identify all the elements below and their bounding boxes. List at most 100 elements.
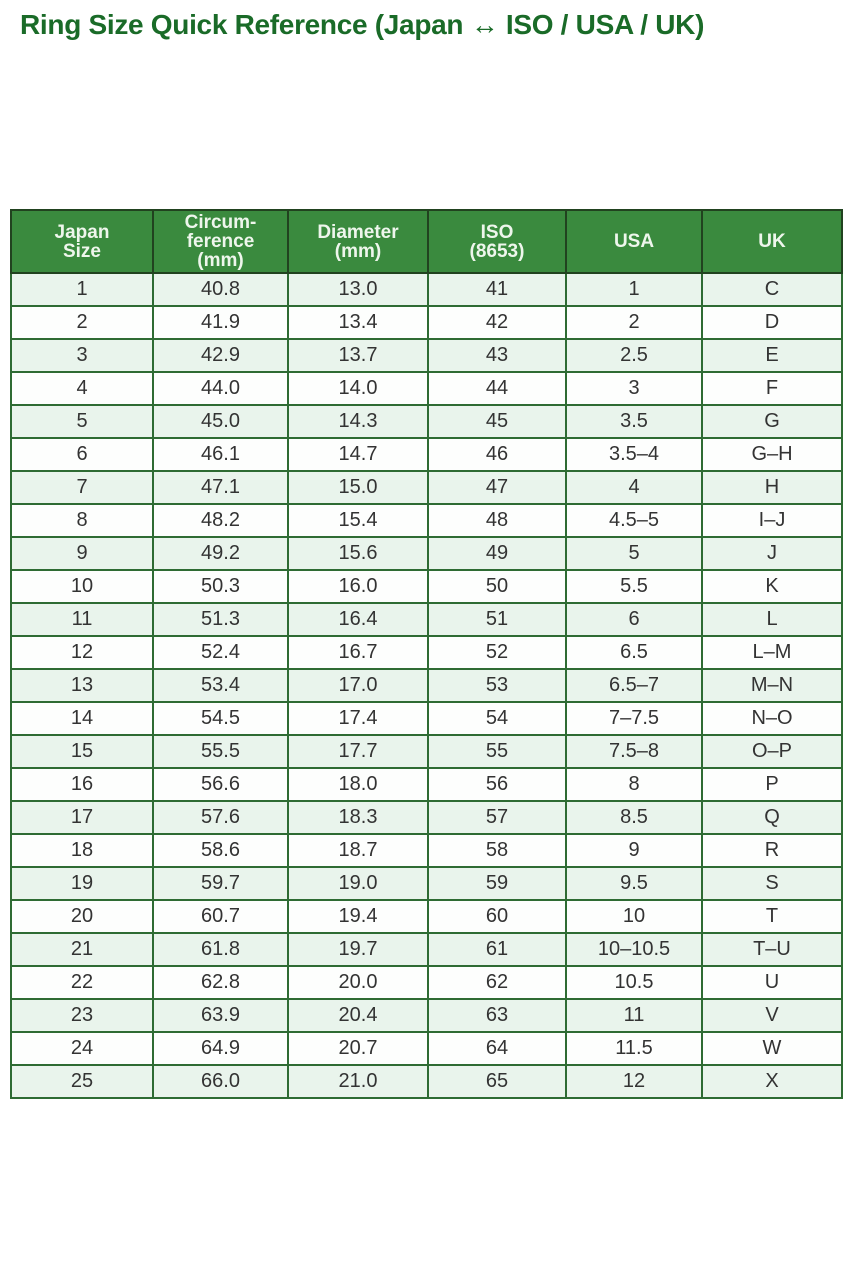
cell-uk: D [701,305,843,340]
cell-circumference: 58.6 [152,833,289,868]
cell-usa: 8.5 [565,800,703,835]
cell-circumference: 51.3 [152,602,289,637]
cell-japan: 9 [10,536,154,571]
cell-usa: 8 [565,767,703,802]
cell-japan: 13 [10,668,154,703]
column-header-line: Circum- [184,212,257,233]
cell-uk: F [701,371,843,406]
cell-circumference: 49.2 [152,536,289,571]
cell-japan: 15 [10,734,154,769]
ring-size-conversion-table: Japan Size Circum-ference (mm) Diameter (mm) I… [10,209,843,1099]
cell-iso: 65 [427,1064,567,1099]
cell-circumference: 48.2 [152,503,289,538]
cell-iso: 58 [427,833,567,868]
column-header-iso: ISO (8653) [427,209,567,274]
cell-circumference: 40.8 [152,272,289,307]
cell-iso: 55 [427,734,567,769]
cell-usa: 11.5 [565,1031,703,1066]
cell-usa: 3 [565,371,703,406]
table-row: 1 40.8 13.0 41 1 C [10,272,843,307]
cell-uk: G [701,404,843,439]
cell-uk: J [701,536,843,571]
table-row: 13 53.4 17.0 53 6.5–7 M–N [10,668,843,703]
cell-diameter: 21.0 [287,1064,429,1099]
cell-iso: 49 [427,536,567,571]
cell-usa: 7–7.5 [565,701,703,736]
cell-japan: 20 [10,899,154,934]
cell-diameter: 20.0 [287,965,429,1000]
column-header-circumference: Circum-ference (mm) [152,209,289,274]
cell-iso: 63 [427,998,567,1033]
cell-iso: 54 [427,701,567,736]
cell-japan: 18 [10,833,154,868]
table-row: 21 61.8 19.7 61 10–10.5 T–U [10,932,843,967]
cell-iso: 46 [427,437,567,472]
cell-iso: 60 [427,899,567,934]
cell-uk: E [701,338,843,373]
cell-japan: 3 [10,338,154,373]
cell-japan: 1 [10,272,154,307]
cell-usa: 10 [565,899,703,934]
cell-diameter: 15.0 [287,470,429,505]
cell-usa: 3.5–4 [565,437,703,472]
cell-uk: X [701,1064,843,1099]
cell-uk: P [701,767,843,802]
cell-iso: 42 [427,305,567,340]
table-row: 5 45.0 14.3 45 3.5 G [10,404,843,439]
cell-diameter: 19.7 [287,932,429,967]
table-row: 6 46.1 14.7 46 3.5–4 G–H [10,437,843,472]
cell-circumference: 61.8 [152,932,289,967]
cell-japan: 17 [10,800,154,835]
cell-uk: G–H [701,437,843,472]
cell-uk: T [701,899,843,934]
cell-diameter: 16.0 [287,569,429,604]
cell-diameter: 17.4 [287,701,429,736]
cell-usa: 12 [565,1064,703,1099]
table-row: 19 59.7 19.0 59 9.5 S [10,866,843,901]
cell-usa: 5 [565,536,703,571]
table-row: 3 42.9 13.7 43 2.5 E [10,338,843,373]
cell-uk: M–N [701,668,843,703]
table-row: 23 63.9 20.4 63 11 V [10,998,843,1033]
cell-usa: 10.5 [565,965,703,1000]
table-row: 10 50.3 16.0 50 5.5 K [10,569,843,604]
cell-diameter: 16.7 [287,635,429,670]
cell-diameter: 14.0 [287,371,429,406]
cell-diameter: 18.7 [287,833,429,868]
cell-usa: 6.5 [565,635,703,670]
cell-iso: 57 [427,800,567,835]
cell-diameter: 20.7 [287,1031,429,1066]
cell-iso: 47 [427,470,567,505]
cell-japan: 11 [10,602,154,637]
cell-circumference: 55.5 [152,734,289,769]
column-header-japan: Japan Size [10,209,154,274]
cell-japan: 10 [10,569,154,604]
cell-iso: 61 [427,932,567,967]
table-row: 9 49.2 15.6 49 5 J [10,536,843,571]
table-row: 12 52.4 16.7 52 6.5 L–M [10,635,843,670]
cell-japan: 24 [10,1031,154,1066]
cell-iso: 51 [427,602,567,637]
cell-diameter: 13.4 [287,305,429,340]
cell-circumference: 64.9 [152,1031,289,1066]
table-row: 24 64.9 20.7 64 11.5 W [10,1031,843,1066]
cell-usa: 9 [565,833,703,868]
cell-uk: N–O [701,701,843,736]
cell-uk: L [701,602,843,637]
cell-uk: C [701,272,843,307]
column-header-line: UK [758,231,786,252]
cell-circumference: 50.3 [152,569,289,604]
cell-diameter: 18.3 [287,800,429,835]
cell-japan: 22 [10,965,154,1000]
cell-diameter: 19.0 [287,866,429,901]
table-header: Japan Size Circum-ference (mm) Diameter (mm) I… [10,209,843,274]
cell-japan: 5 [10,404,154,439]
cell-diameter: 19.4 [287,899,429,934]
cell-uk: V [701,998,843,1033]
cell-uk: S [701,866,843,901]
cell-iso: 45 [427,404,567,439]
column-header-line: (mm) [334,240,382,262]
table-row: 22 62.8 20.0 62 10.5 U [10,965,843,1000]
cell-uk: R [701,833,843,868]
cell-usa: 1 [565,272,703,307]
